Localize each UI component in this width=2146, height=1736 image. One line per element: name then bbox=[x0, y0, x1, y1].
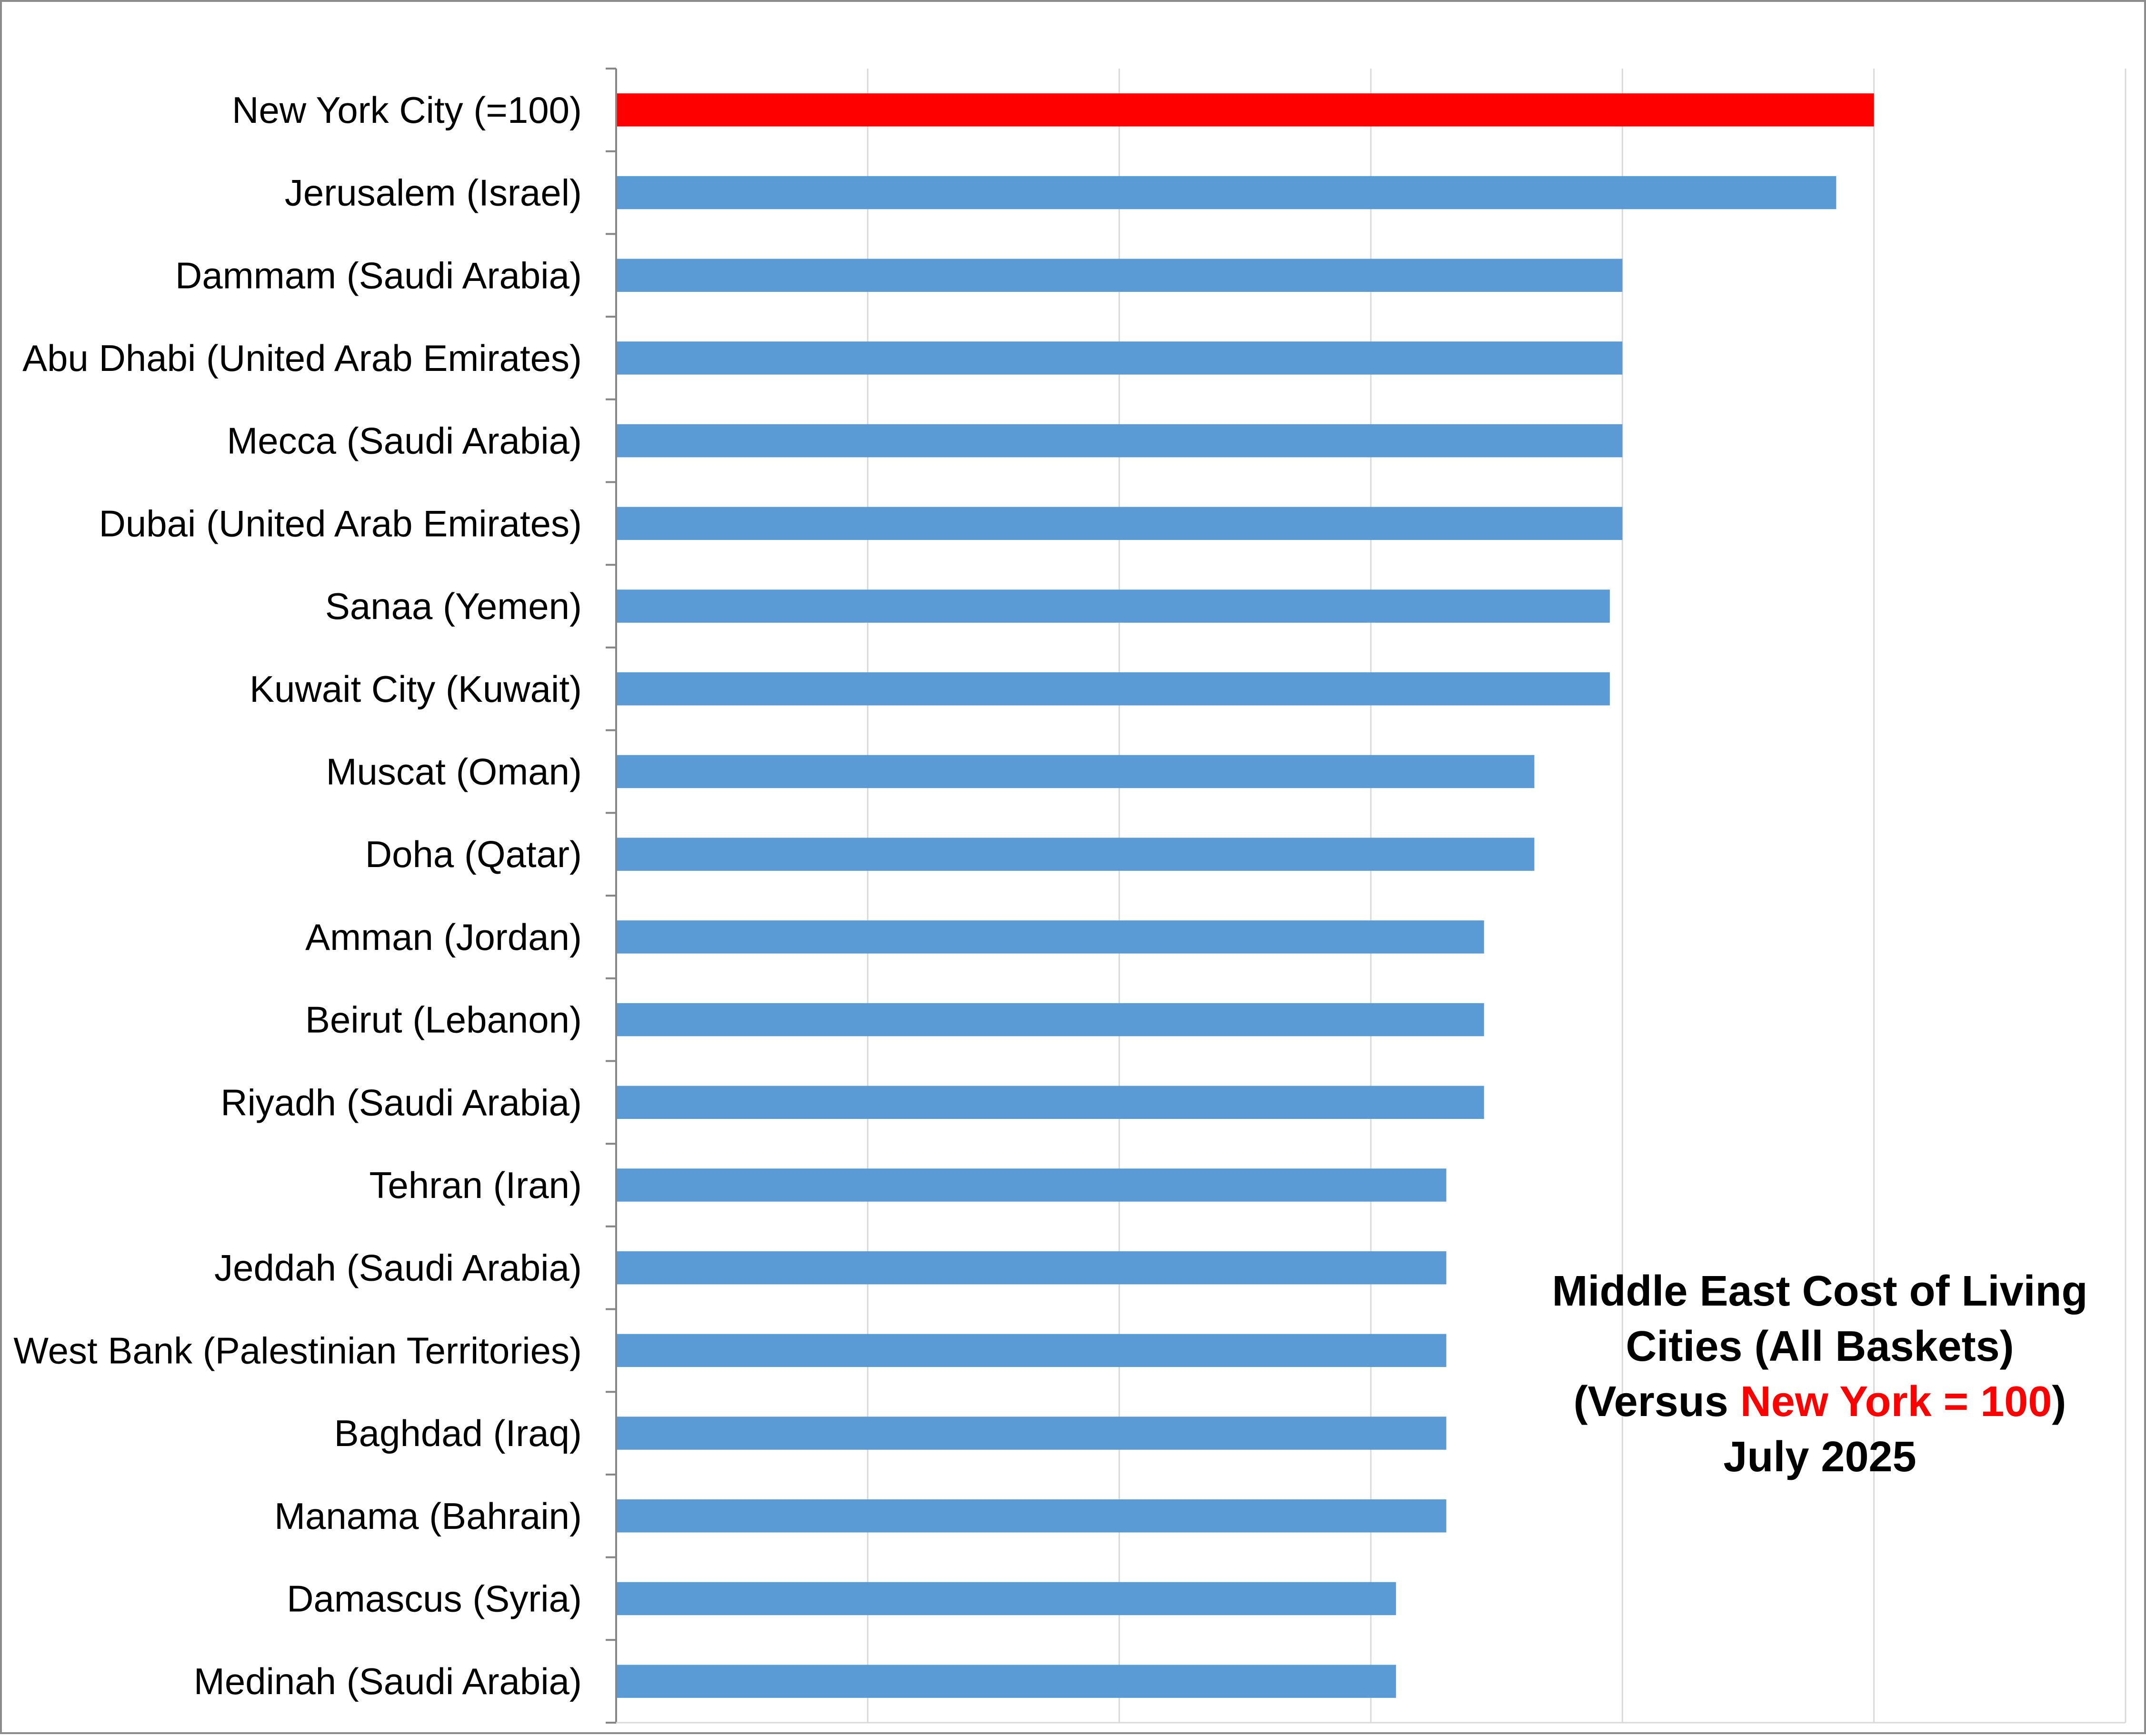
bar-4 bbox=[616, 341, 1623, 375]
category-label-2: Jerusalem (Israel) bbox=[285, 172, 582, 214]
category-label-4: Abu Dhabi (United Arab Emirates) bbox=[22, 337, 582, 379]
bar-15 bbox=[616, 1251, 1447, 1285]
bar-3 bbox=[616, 259, 1623, 292]
category-label-11: Amman (Jordan) bbox=[305, 916, 582, 958]
category-label-6: Dubai (United Arab Emirates) bbox=[99, 502, 582, 544]
category-label-19: Damascus (Syria) bbox=[287, 1577, 582, 1619]
chart-title-line-1: Middle East Cost of Living bbox=[1552, 1267, 2087, 1315]
chart-title-line-2: Cities (All Baskets) bbox=[1626, 1323, 2014, 1370]
chart-title-segment: July 2025 bbox=[1723, 1433, 1916, 1481]
category-label-12: Beirut (Lebanon) bbox=[305, 999, 582, 1041]
bar-16 bbox=[616, 1334, 1447, 1367]
category-label-9: Muscat (Oman) bbox=[326, 750, 582, 792]
bar-9 bbox=[616, 755, 1535, 788]
bar-6 bbox=[616, 507, 1623, 540]
category-label-14: Tehran (Iran) bbox=[369, 1164, 582, 1206]
chart-title-segment: Middle East Cost of Living bbox=[1552, 1267, 2087, 1315]
bar-1 bbox=[616, 93, 1874, 127]
category-label-3: Dammam (Saudi Arabia) bbox=[175, 254, 582, 296]
category-label-15: Jeddah (Saudi Arabia) bbox=[214, 1247, 582, 1289]
bar-5 bbox=[616, 424, 1623, 458]
bar-19 bbox=[616, 1582, 1396, 1616]
chart-title-segment: Cities (All Baskets) bbox=[1626, 1323, 2014, 1370]
category-label-1: New York City (=100) bbox=[232, 89, 582, 131]
category-label-10: Doha (Qatar) bbox=[365, 833, 582, 875]
bar-8 bbox=[616, 672, 1610, 706]
bar-10 bbox=[616, 838, 1535, 871]
category-label-8: Kuwait City (Kuwait) bbox=[250, 668, 582, 710]
category-axis bbox=[606, 68, 2126, 1724]
category-labels: New York City (=100) Jerusalem (Israel) Da… bbox=[13, 89, 582, 1702]
chart-title-line-3: (Versus New York = 100) bbox=[1574, 1378, 2066, 1426]
chart-title-segment: ) bbox=[2052, 1378, 2066, 1426]
category-label-13: Riyadh (Saudi Arabia) bbox=[220, 1081, 582, 1123]
category-label-16: West Bank (Palestinian Territories) bbox=[13, 1329, 582, 1371]
bar-14 bbox=[616, 1168, 1447, 1202]
category-label-5: Mecca (Saudi Arabia) bbox=[227, 420, 582, 462]
category-label-20: Medinah (Saudi Arabia) bbox=[194, 1660, 582, 1702]
bar-2 bbox=[616, 176, 1837, 210]
chart-title-segment: (Versus bbox=[1574, 1378, 1740, 1426]
bar-20 bbox=[616, 1665, 1396, 1698]
bar-11 bbox=[616, 920, 1484, 954]
bar-18 bbox=[616, 1499, 1447, 1533]
bar-7 bbox=[616, 589, 1610, 623]
bar-12 bbox=[616, 1003, 1484, 1037]
category-label-18: Manama (Bahrain) bbox=[274, 1495, 582, 1537]
gridlines bbox=[867, 69, 2126, 1723]
category-label-7: Sanaa (Yemen) bbox=[325, 585, 582, 627]
category-label-17: Baghdad (Iraq) bbox=[334, 1412, 582, 1454]
bars bbox=[616, 93, 1874, 1698]
bar-17 bbox=[616, 1417, 1447, 1450]
chart-title-line-4: July 2025 bbox=[1723, 1433, 1916, 1481]
bar-13 bbox=[616, 1086, 1484, 1119]
chart-title: Middle East Cost of Living Cities (All Ba… bbox=[1552, 1267, 2087, 1481]
chart-title-segment: New York = 100 bbox=[1740, 1378, 2052, 1426]
